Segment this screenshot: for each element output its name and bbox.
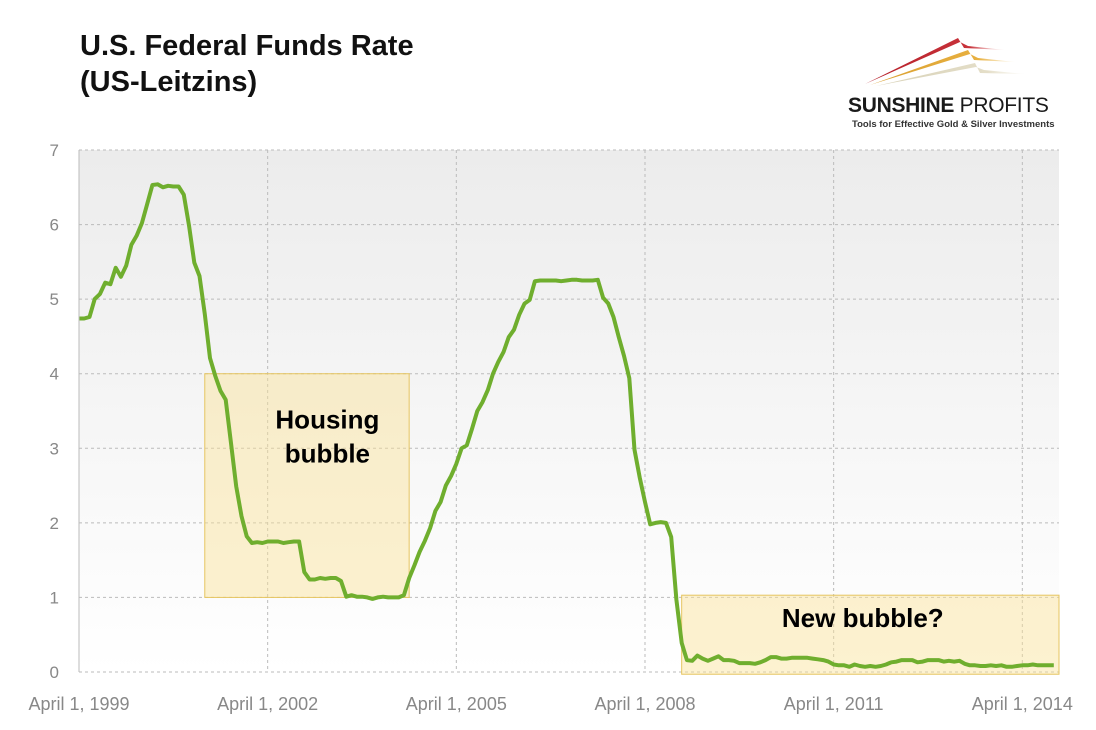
chart-title: U.S. Federal Funds Rate (US-Leitzins): [80, 28, 414, 100]
x-tick-label: April 1, 2002: [217, 694, 318, 714]
logo-streaks-icon: [865, 38, 1025, 86]
y-tick-label: 7: [50, 141, 59, 160]
y-tick-label: 5: [50, 290, 59, 309]
sunshine-profits-logo: SUNSHINE PROFITS Tools for Effective Gol…: [840, 28, 1080, 138]
title-line-1: U.S. Federal Funds Rate: [80, 30, 414, 62]
x-tick-label: April 1, 2008: [594, 694, 695, 714]
annotation-box: [204, 373, 410, 598]
y-tick-label: 3: [50, 439, 59, 458]
x-tick-label: April 1, 2005: [406, 694, 507, 714]
plot-area: [79, 150, 1059, 672]
y-tick-label: 0: [50, 663, 59, 682]
x-tick-label: April 1, 2011: [784, 694, 884, 714]
x-tick-label: April 1, 1999: [28, 694, 129, 714]
title-line-2: (US-Leitzins): [80, 66, 258, 98]
annotation-label: bubble: [285, 439, 370, 469]
y-tick-label: 6: [50, 216, 59, 235]
y-tick-label: 1: [50, 588, 59, 607]
annotation-label: Housing: [275, 405, 379, 435]
logo-name: SUNSHINE PROFITS: [848, 94, 1049, 117]
y-tick-label: 2: [50, 514, 59, 533]
y-tick-label: 4: [50, 365, 59, 384]
series-line: [79, 182, 1054, 669]
annotation-label: New bubble?: [782, 603, 944, 633]
annotation-box: [681, 594, 1060, 675]
x-tick-label: April 1, 2014: [972, 694, 1073, 714]
logo-tagline: Tools for Effective Gold & Silver Invest…: [852, 119, 1055, 130]
